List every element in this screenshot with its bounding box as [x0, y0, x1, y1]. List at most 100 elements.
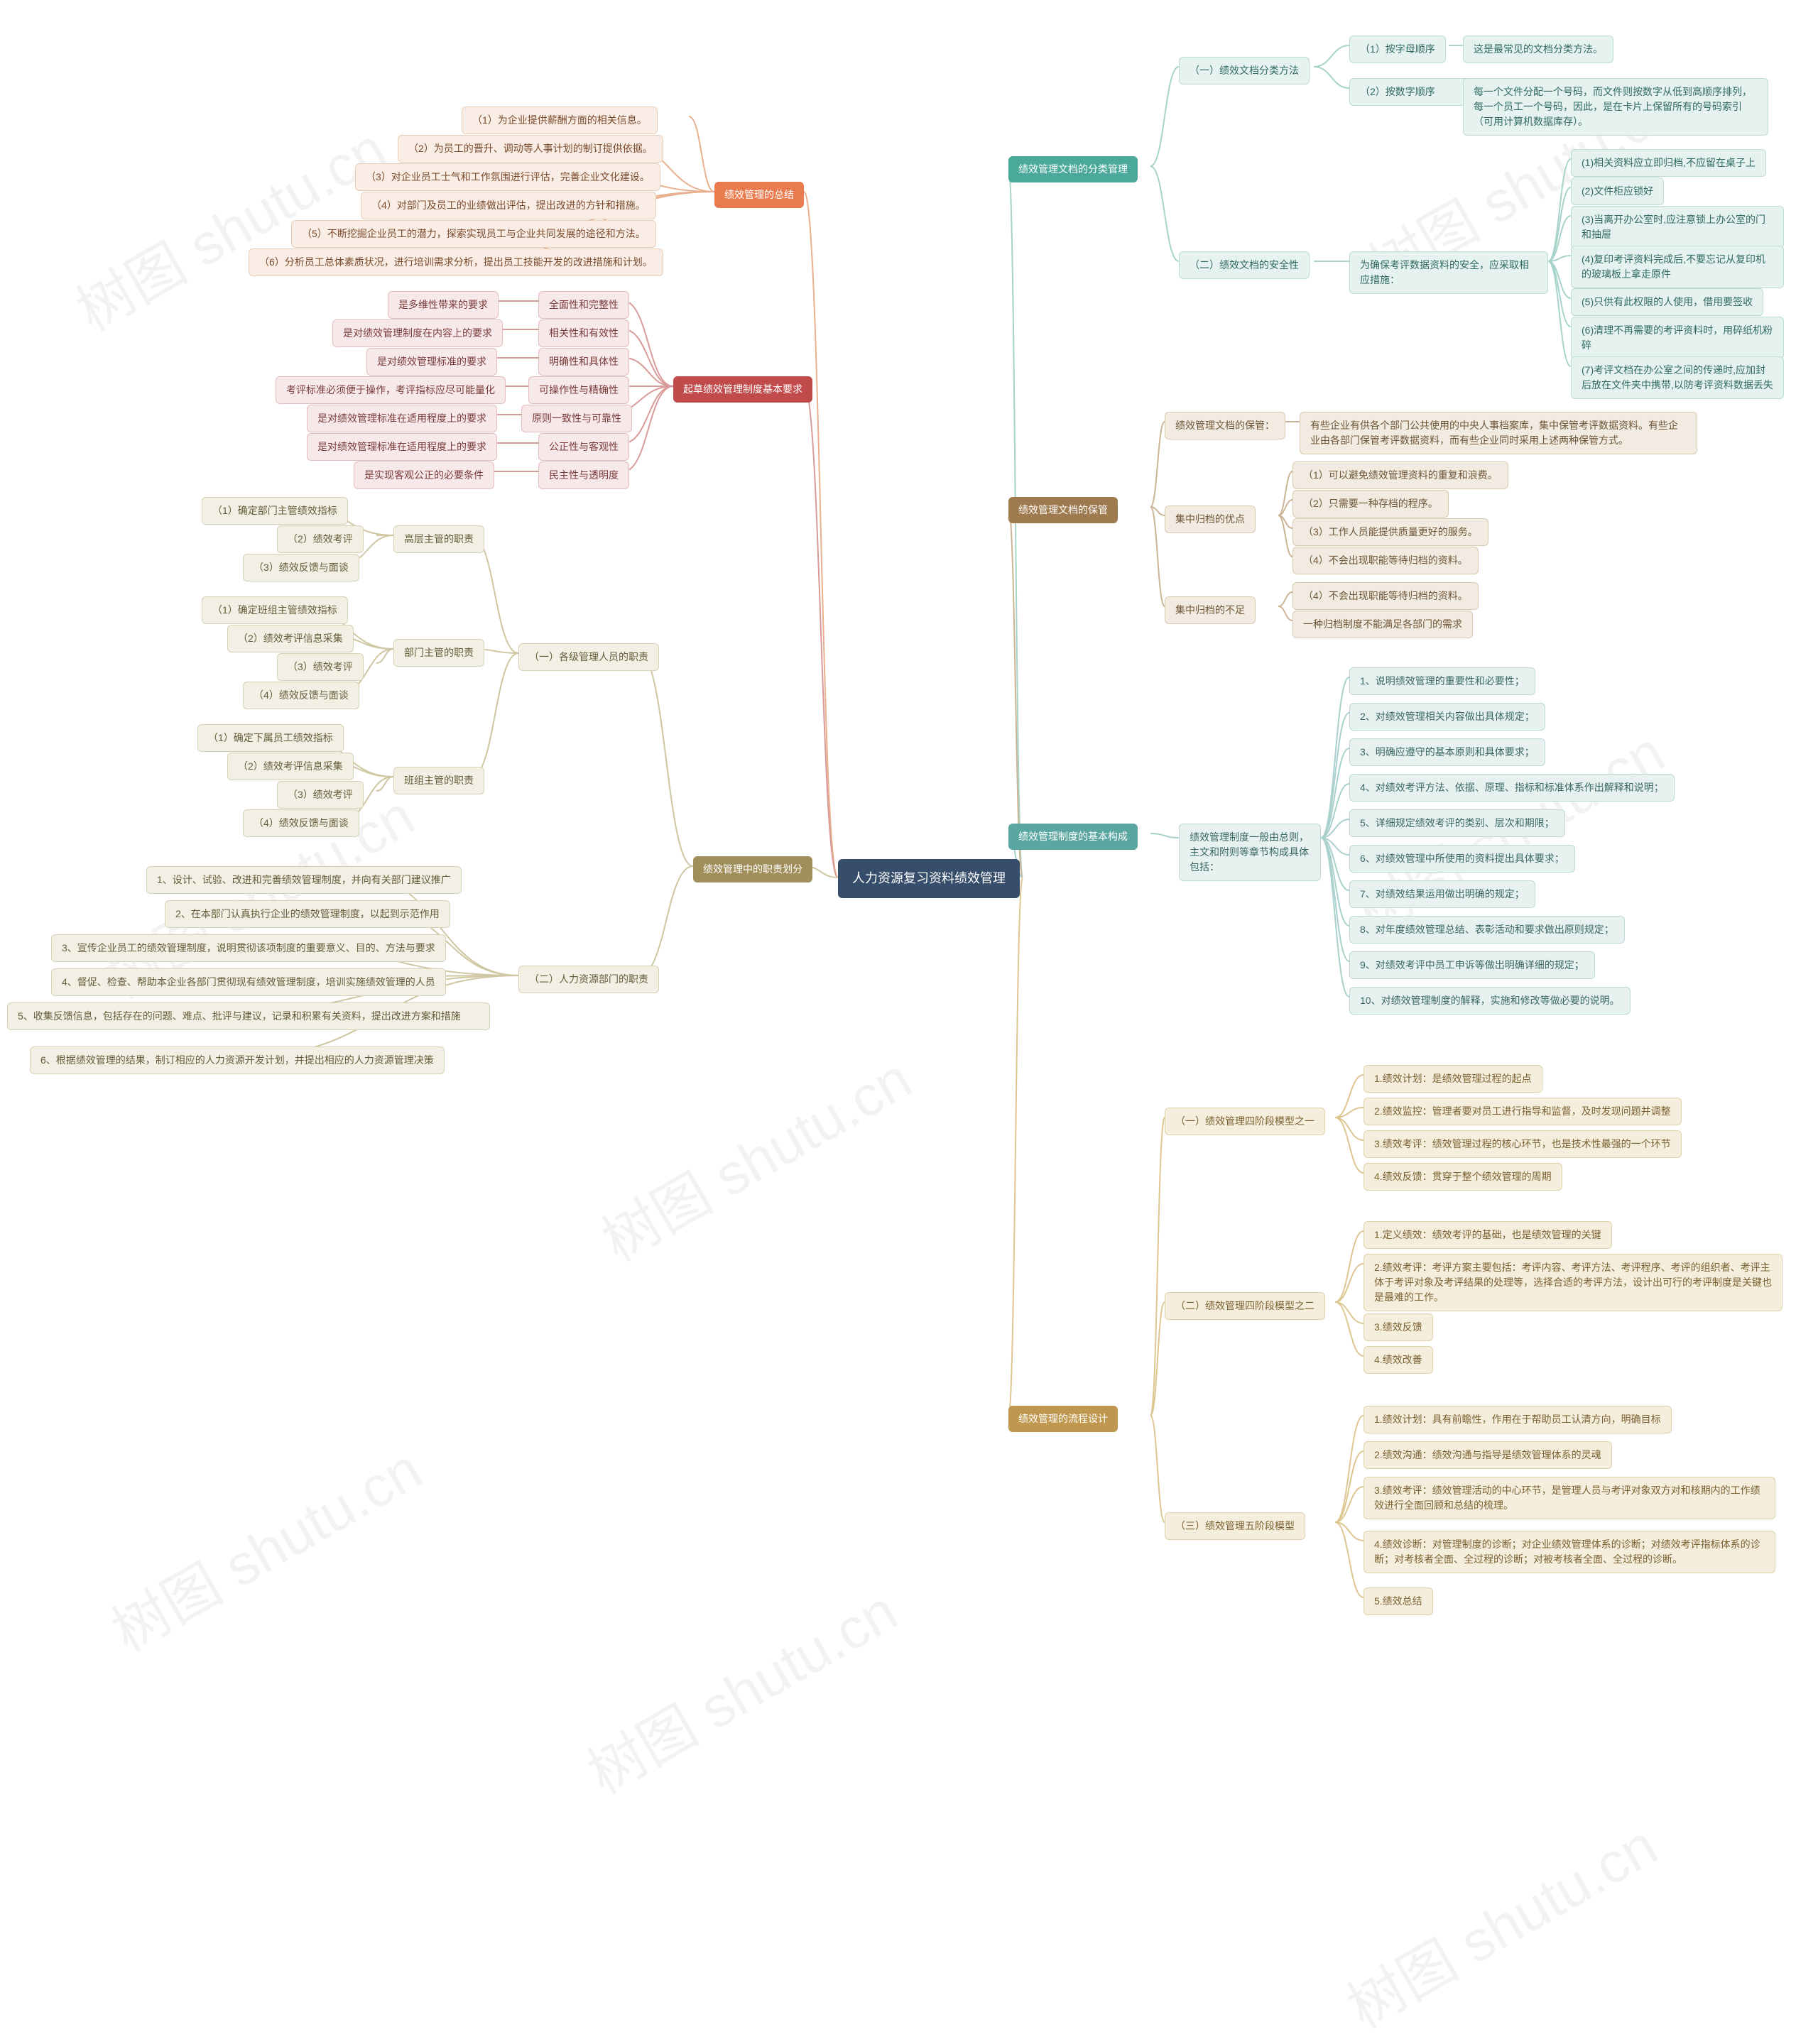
group-node: 班组主管的职责	[393, 767, 484, 794]
leaf-node: （3）对企业员工士气和工作氛围进行评估，完善企业文化建设。	[355, 163, 660, 191]
leaf-node: （3）绩效考评	[277, 781, 364, 809]
leaf-node: （1）确定下属员工绩效指标	[197, 724, 344, 752]
leaf-node: (3)当离开办公室时,应注意锁上办公室的门和抽屉	[1571, 206, 1784, 248]
leaf-node: （4）绩效反馈与面谈	[243, 682, 359, 709]
branch-node: 绩效管理文档的分类管理	[1008, 156, 1138, 182]
sub-branch: （一）绩效管理四阶段模型之一	[1165, 1108, 1325, 1135]
leaf-node: （1）可以避免绩效管理资料的重复和浪费。	[1292, 461, 1508, 489]
watermark: 树图 shutu.cn	[1330, 1801, 1670, 2044]
leaf-node: （2）只需要一种存档的程序。	[1292, 490, 1449, 518]
leaf-node: 3、明确应遵守的基本原则和具体要求；	[1349, 738, 1545, 766]
leaf-node: 5.绩效总结	[1364, 1587, 1433, 1615]
leaf-node: 4、督促、检查、帮助本企业各部门贯彻现有绩效管理制度，培训实施绩效管理的人员	[51, 968, 446, 996]
leaf-node: 7、对绩效结果运用做出明确的规定；	[1349, 880, 1535, 908]
leaf-node: 1.绩效计划：具有前瞻性，作用在于帮助员工认清方向，明确目标	[1364, 1406, 1672, 1433]
watermark: 树图 shutu.cn	[94, 1425, 434, 1668]
sub-branch: （一）各级管理人员的职责	[518, 643, 659, 671]
leaf-node: 1.绩效计划：是绩效管理过程的起点	[1364, 1065, 1542, 1093]
leaf-node: 公正性与客观性	[538, 433, 629, 461]
leaf-node: （3）绩效反馈与面谈	[243, 554, 359, 581]
leaf-node: 3.绩效反馈	[1364, 1313, 1433, 1341]
leaf-node: （4）绩效反馈与面谈	[243, 809, 359, 837]
sub-branch: 集中归档的不足	[1165, 596, 1256, 624]
leaf-node: 明确性和具体性	[538, 348, 629, 376]
leaf-node: (1)相关资料应立即归档,不应留在桌子上	[1571, 149, 1766, 177]
leaf-sub: 是对绩效管理标准在适用程度上的要求	[307, 433, 497, 461]
mid-node: 绩效管理制度一般由总则，主文和附则等章节构成具体包括：	[1179, 824, 1321, 881]
sub-branch: （二）绩效管理四阶段模型之二	[1165, 1292, 1325, 1320]
leaf-node: 民主性与透明度	[538, 461, 629, 489]
leaf-node: （1）确定班组主管绩效指标	[202, 596, 348, 624]
leaf-node: 3.绩效考评：绩效管理活动的中心环节，是管理人员与考评对象双方对和核期内的工作绩…	[1364, 1477, 1775, 1519]
leaf-node: 2、对绩效管理相关内容做出具体规定；	[1349, 703, 1545, 731]
leaf-node: （5）不断挖掘企业员工的潜力，探索实现员工与企业共同发展的途径和方法。	[291, 220, 656, 248]
leaf-node: （4）不会出现职能等待归档的资料。	[1292, 547, 1479, 574]
sub-branch: （二）人力资源部门的职责	[518, 966, 659, 993]
leaf-node: （4）不会出现职能等待归档的资料。	[1292, 582, 1479, 610]
leaf-node: 2.绩效沟通：绩效沟通与指导是绩效管理体系的灵魂	[1364, 1441, 1612, 1469]
leaf-node: （2）为员工的晋升、调动等人事计划的制订提供依据。	[398, 135, 663, 163]
leaf-node: (5)只供有此权限的人使用，借用要签收	[1571, 288, 1763, 316]
leaf-sub: 是实现客观公正的必要条件	[354, 461, 494, 489]
leaf-node: 一种归档制度不能满足各部门的需求	[1292, 611, 1473, 638]
leaf-node: 2、在本部门认真执行企业的绩效管理制度，以起到示范作用	[165, 900, 450, 928]
sub-branch: （三）绩效管理五阶段模型	[1165, 1512, 1305, 1540]
branch-node: 绩效管理中的职责划分	[693, 856, 812, 882]
leaf-node: 2.绩效监控：管理者要对员工进行指导和监督，及时发现问题并调整	[1364, 1098, 1682, 1125]
leaf-node: （4）对部门及员工的业绩做出评估，提出改进的方针和措施。	[361, 192, 656, 219]
sub-branch: （一）绩效文档分类方法	[1179, 57, 1310, 84]
group-node: 部门主管的职责	[393, 639, 484, 667]
mid-node: 为确保考评数据资料的安全，应采取相应措施：	[1349, 251, 1548, 294]
leaf-node: 4.绩效改善	[1364, 1346, 1433, 1374]
branch-node: 起草绩效管理制度基本要求	[673, 376, 812, 403]
sub-branch: 集中归档的优点	[1165, 505, 1256, 533]
branch-node: 绩效管理文档的保管	[1008, 497, 1118, 523]
sub-branch: （二）绩效文档的安全性	[1179, 251, 1310, 279]
leaf-node: 4、对绩效考评方法、依据、原理、指标和标准体系作出解释和说明；	[1349, 774, 1675, 802]
leaf-node: （1）确定部门主管绩效指标	[202, 497, 348, 525]
leaf-node: 10、对绩效管理制度的解释，实施和修改等做必要的说明。	[1349, 987, 1631, 1015]
leaf-node: 原则一致性与可靠性	[521, 405, 632, 432]
watermark: 树图 shutu.cn	[570, 1567, 910, 1810]
leaf-node: 8、对年度绩效管理总结、表彰活动和要求做出原则规定；	[1349, 916, 1625, 944]
root-node: 人力资源复习资料绩效管理	[838, 859, 1020, 898]
leaf-node: (6)清理不再需要的考评资料时，用碎纸机粉碎	[1571, 317, 1784, 359]
leaf-node: 相关性和有效性	[538, 319, 629, 347]
branch-node: 绩效管理的总结	[714, 182, 804, 208]
leaf-node: 4.绩效反馈：贯穿于整个绩效管理的周期	[1364, 1163, 1562, 1191]
leaf-sub: 是对绩效管理制度在内容上的要求	[332, 319, 503, 347]
leaf-node: 2.绩效考评：考评方案主要包括：考评内容、考评方法、考评程序、考评的组织者、考评…	[1364, 1254, 1782, 1311]
leaf-sub: 是对绩效管理标准的要求	[366, 348, 497, 376]
leaf-node: （3）工作人员能提供质量更好的服务。	[1292, 518, 1488, 546]
leaf-sub: 这是最常见的文档分类方法。	[1463, 35, 1613, 63]
sub-branch: 绩效管理文档的保管：	[1165, 412, 1285, 439]
leaf-node: (4)复印考评资料完成后,不要忘记从复印机的玻璃板上拿走原件	[1571, 246, 1784, 288]
leaf-node: （3）绩效考评	[277, 653, 364, 681]
leaf-node: (2)文件柜应锁好	[1571, 177, 1664, 205]
leaf-node: （2）绩效考评	[277, 525, 364, 553]
leaf-sub: 是多维性带来的要求	[388, 291, 499, 319]
leaf-node: 5、详细规定绩效考评的类别、层次和期限；	[1349, 809, 1565, 837]
leaf-sub: 考评标准必须便于操作，考评指标应尽可能量化	[276, 376, 506, 404]
leaf-node: （6）分析员工总体素质状况，进行培训需求分析，提出员工技能开发的改进措施和计划。	[249, 248, 663, 276]
leaf-node: 1.定义绩效：绩效考评的基础，也是绩效管理的关键	[1364, 1221, 1612, 1249]
watermark: 树图 shutu.cn	[584, 1034, 924, 1278]
leaf-node: (7)考评文档在办公室之间的传递时,应加封后放在文件夹中携带,以防考评资料数据丢…	[1571, 356, 1784, 399]
leaf-node: 9、对绩效考评中员工申诉等做出明确详细的规定；	[1349, 951, 1595, 979]
leaf-sub: 有些企业有供各个部门公共使用的中央人事档案库，集中保管考评数据资料。有些企业由各…	[1300, 412, 1697, 454]
leaf-sub: 是对绩效管理标准在适用程度上的要求	[307, 405, 497, 432]
branch-node: 绩效管理制度的基本构成	[1008, 824, 1138, 850]
leaf-node: 6、对绩效管理中所使用的资料提出具体要求；	[1349, 845, 1575, 873]
leaf-node: 1、说明绩效管理的重要性和必要性；	[1349, 667, 1535, 695]
leaf-node: 6、根据绩效管理的结果，制订相应的人力资源开发计划，并提出相应的人力资源管理决策	[30, 1046, 445, 1074]
leaf-node: 4.绩效诊断：对管理制度的诊断；对企业绩效管理体系的诊断；对绩效考评指标体系的诊…	[1364, 1531, 1775, 1573]
leaf-node: （1）为企业提供薪酬方面的相关信息。	[462, 106, 658, 134]
leaf-node: 5、收集反馈信息，包括存在的问题、难点、批评与建议，记录和积累有关资料，提出改进…	[7, 1002, 490, 1030]
leaf-sub: 每一个文件分配一个号码，而文件则按数字从低到高顺序排列，每一个员工一个号码，因此…	[1463, 78, 1768, 136]
branch-node: 绩效管理的流程设计	[1008, 1406, 1118, 1432]
leaf-node: （1）按字母顺序	[1349, 35, 1446, 63]
group-node: 高层主管的职责	[393, 525, 484, 553]
leaf-node: 1、设计、试验、改进和完善绩效管理制度，并向有关部门建议推广	[146, 866, 462, 894]
leaf-node: 3、宣传企业员工的绩效管理制度，说明贯彻该项制度的重要意义、目的、方法与要求	[51, 934, 446, 962]
leaf-node: （2）绩效考评信息采集	[227, 625, 354, 652]
